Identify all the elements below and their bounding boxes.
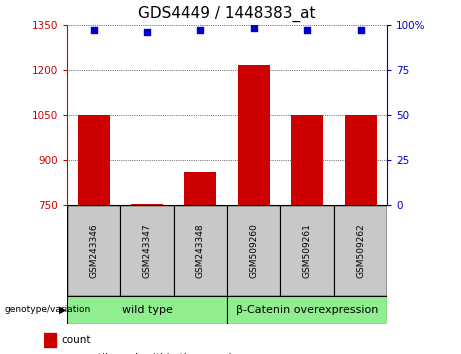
Text: count: count xyxy=(62,335,91,345)
Text: ▶: ▶ xyxy=(59,304,66,315)
Bar xyxy=(67,296,227,324)
Bar xyxy=(67,205,120,296)
Text: β-Catenin overexpression: β-Catenin overexpression xyxy=(236,304,378,315)
Text: GSM243347: GSM243347 xyxy=(142,223,152,278)
Bar xyxy=(44,333,56,347)
Point xyxy=(250,25,257,31)
Bar xyxy=(131,204,163,205)
Bar xyxy=(344,115,377,205)
Bar xyxy=(227,296,387,324)
Bar xyxy=(291,115,323,205)
Point xyxy=(303,27,311,33)
Title: GDS4449 / 1448383_at: GDS4449 / 1448383_at xyxy=(138,6,316,22)
Bar xyxy=(120,205,174,296)
Point xyxy=(143,29,151,35)
Point xyxy=(197,27,204,33)
Point xyxy=(357,27,364,33)
Text: GSM509262: GSM509262 xyxy=(356,223,365,278)
Bar xyxy=(77,115,110,205)
Text: percentile rank within the sample: percentile rank within the sample xyxy=(62,353,238,354)
Bar xyxy=(227,205,280,296)
Bar xyxy=(238,65,270,205)
Bar xyxy=(184,172,216,205)
Text: GSM243348: GSM243348 xyxy=(196,223,205,278)
Text: wild type: wild type xyxy=(122,304,172,315)
Bar xyxy=(174,205,227,296)
Text: GSM509261: GSM509261 xyxy=(302,223,312,278)
Text: GSM509260: GSM509260 xyxy=(249,223,258,278)
Bar xyxy=(334,205,387,296)
Point xyxy=(90,27,97,33)
Bar xyxy=(280,205,334,296)
Point xyxy=(234,275,241,280)
Text: GSM243346: GSM243346 xyxy=(89,223,98,278)
Text: genotype/variation: genotype/variation xyxy=(5,305,91,314)
